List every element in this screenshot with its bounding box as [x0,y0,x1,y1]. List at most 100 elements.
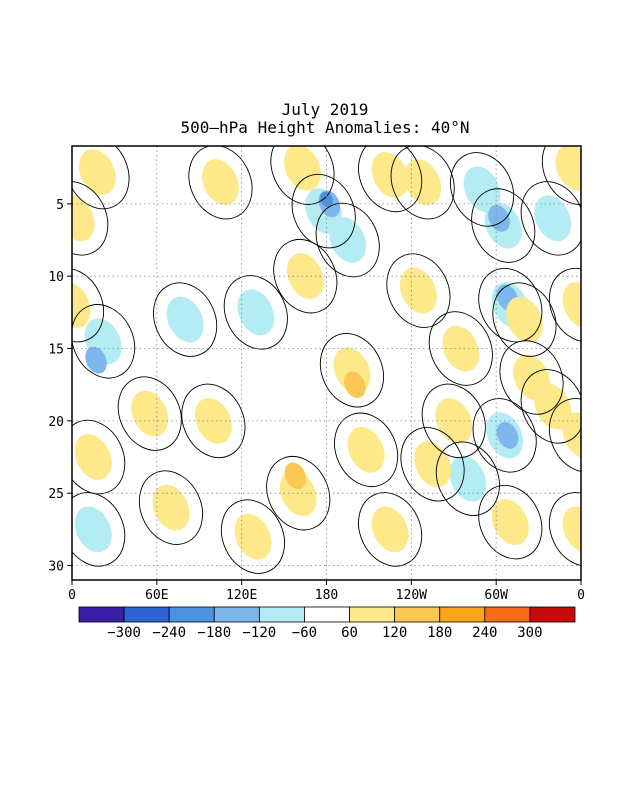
contour-line [520,369,581,444]
x-tick-label: 60E [145,588,168,603]
colorbar-swatch [168,606,215,623]
contour-line [291,173,356,249]
axes: 0 60E 120E 180 120W 60W 0 5 10 15 20 25 30 [48,198,585,603]
contour-line [548,398,581,473]
colorbar: −300 −240 −180 −120 −60 60 120 180 240 300 [78,606,576,641]
anomaly-blob [496,421,519,449]
contour-line [117,376,182,451]
anomaly-blob [404,159,442,206]
x-tick-label: 180 [315,588,338,603]
anomaly-blob [237,289,275,336]
chart-title-line2: 500–hPa Height Anomalies: 40°N [180,118,470,137]
contour-line [471,188,536,263]
contour-line [386,253,451,328]
colorbar-swatch [78,606,125,623]
contour-line [188,146,253,220]
contour-line [334,412,399,487]
anomaly-blob [85,346,107,374]
x-tick-label: 60W [484,588,508,603]
contour-line [319,333,384,408]
contour-line [548,492,581,567]
contour-line [273,239,338,314]
chart-title-line1: July 2019 [281,100,369,119]
anomaly-blob [202,159,239,206]
y-tick-label: 5 [56,198,64,213]
contour-line [270,146,335,205]
contour-line [315,202,380,278]
anomaly-blob [555,146,581,191]
anomaly-blob [234,513,272,560]
grid-lines [72,146,581,580]
contour-line [449,152,515,227]
anomaly-blob [284,146,321,191]
contour-line [520,181,581,256]
anomaly-blob [194,397,232,444]
y-tick-label: 15 [48,343,64,358]
colorbar-label: −240 [152,625,186,641]
colorbar-swatch [484,606,531,623]
contour-line [421,383,486,459]
contour-line [358,146,423,213]
colorbar-swatch [304,606,350,623]
contour-line [181,383,246,459]
anomaly-blob [72,195,95,242]
colorbar-label: 120 [382,625,407,641]
anomaly-blob [562,412,581,459]
anomaly-blob [166,296,204,343]
anomaly-blob [72,282,91,329]
anomaly-blob [442,325,480,372]
anomaly-blob [74,506,112,553]
contour-line [400,427,465,502]
x-tick-label: 120W [396,588,427,603]
colorbar-label: −300 [107,625,141,641]
colorbar-swatch [123,606,170,623]
colorbar-swatch [349,606,396,623]
y-tick-label: 10 [48,270,64,285]
anomaly-blob [284,462,307,490]
contour-line [138,470,204,545]
colorbar-swatch [439,606,486,623]
zero-contours [72,146,581,574]
contour-line [72,146,130,210]
contour-line [541,146,581,205]
colorbar-swatch [258,606,305,623]
colorbar-swatch [213,606,260,623]
anomaly-blob [371,152,409,198]
contour-line [499,340,564,415]
anomaly-blob [435,397,473,444]
contour-line [72,181,109,256]
contour-line [72,492,126,567]
contour-line [472,398,537,473]
colorbar-label: 60 [341,625,358,641]
anomaly-blob [371,506,409,553]
colorbar-label: 300 [517,625,542,641]
contour-line [223,275,288,350]
anomaly-blob [399,267,437,314]
contour-line [72,267,105,343]
anomaly-fills [72,146,581,560]
anomaly-blob [534,195,572,242]
contour-line [478,484,543,560]
colorbar-label: −180 [197,625,231,641]
contour-line [548,267,581,343]
anomaly-blob [562,506,581,553]
y-tick-label: 25 [48,487,64,502]
colorbar-swatch [529,606,576,623]
x-tick-label: 120E [226,588,257,603]
anomaly-blob [286,253,324,300]
anomaly-blob [343,371,366,399]
contour-line [220,499,286,574]
contour-line [72,304,136,379]
x-tick-label: 0 [577,588,585,603]
contour-line [153,282,218,357]
anomaly-blob [74,434,112,480]
contour-line [492,282,557,357]
contour-line [435,441,500,516]
anomaly-blob [562,282,581,329]
colorbar-label: −60 [292,625,317,641]
anomaly-blob [79,149,116,195]
anomaly-blob [131,390,169,437]
colorbar-label: 240 [472,625,497,641]
anomaly-blob [347,426,385,473]
